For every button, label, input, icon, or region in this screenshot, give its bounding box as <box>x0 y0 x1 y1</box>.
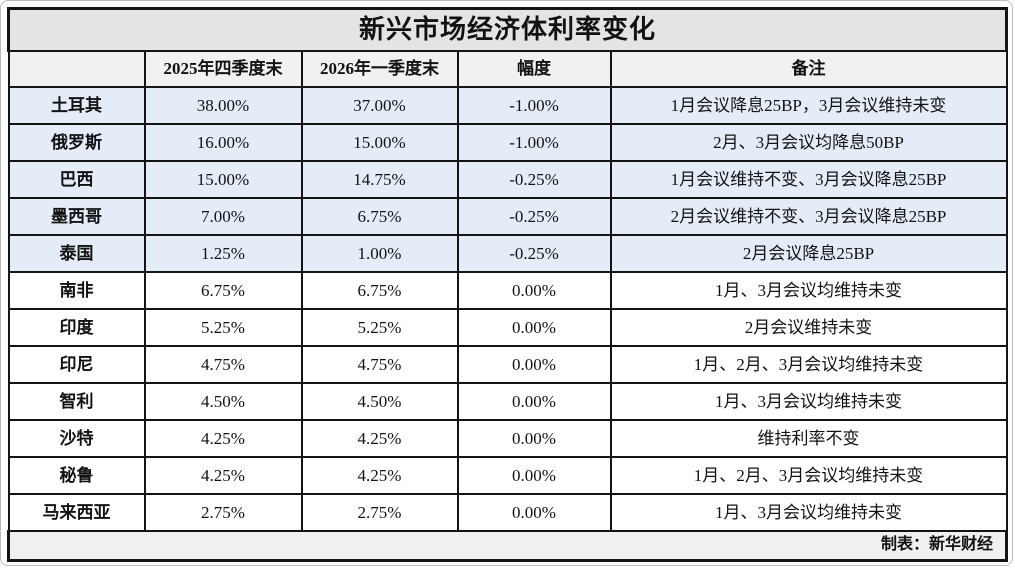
q4-2025-rate-cell: 4.75% <box>143 345 303 384</box>
country-cell: 智利 <box>7 382 146 421</box>
change-cell: -0.25% <box>456 197 612 236</box>
column-header-note: 备注 <box>609 50 1008 88</box>
table-header-row: 2025年四季度末 2026年一季度末 幅度 备注 <box>7 50 1008 88</box>
q4-2025-rate-cell: 5.25% <box>143 308 303 347</box>
country-cell: 泰国 <box>7 234 146 273</box>
column-header-country <box>7 50 146 88</box>
table-row: 印度 5.25% 5.25% 0.00% 2月会议维持未变 <box>7 308 1008 347</box>
country-cell: 秘鲁 <box>7 456 146 495</box>
country-cell: 土耳其 <box>7 86 146 125</box>
q4-2025-rate-cell: 2.75% <box>143 493 303 532</box>
q4-2025-rate-cell: 7.00% <box>143 197 303 236</box>
q4-2025-rate-cell: 4.25% <box>143 456 303 495</box>
table-row: 巴西 15.00% 14.75% -0.25% 1月会议维持不变、3月会议降息2… <box>7 160 1008 199</box>
country-cell: 巴西 <box>7 160 146 199</box>
page-title: 新兴市场经济体利率变化 <box>7 7 1008 52</box>
note-cell: 1月会议维持不变、3月会议降息25BP <box>609 160 1008 199</box>
note-cell: 1月、2月、3月会议均维持未变 <box>609 456 1008 495</box>
note-cell: 1月、3月会议均维持未变 <box>609 271 1008 310</box>
q1-2026-rate-cell: 14.75% <box>300 160 459 199</box>
change-cell: -0.25% <box>456 234 612 273</box>
q1-2026-rate-cell: 4.25% <box>300 456 459 495</box>
note-cell: 1月、2月、3月会议均维持未变 <box>609 345 1008 384</box>
table-row: 土耳其 38.00% 37.00% -1.00% 1月会议降息25BP，3月会议… <box>7 86 1008 125</box>
note-cell: 2月会议维持不变、3月会议降息25BP <box>609 197 1008 236</box>
note-cell: 1月会议降息25BP，3月会议维持未变 <box>609 86 1008 125</box>
q4-2025-rate-cell: 4.50% <box>143 382 303 421</box>
q1-2026-rate-cell: 37.00% <box>300 86 459 125</box>
note-cell: 1月、3月会议均维持未变 <box>609 493 1008 532</box>
country-cell: 墨西哥 <box>7 197 146 236</box>
rates-table: 新兴市场经济体利率变化 2025年四季度末 2026年一季度末 幅度 备注 土耳… <box>7 7 1008 562</box>
table-row: 智利 4.50% 4.50% 0.00% 1月、3月会议均维持未变 <box>7 382 1008 421</box>
change-cell: 0.00% <box>456 493 612 532</box>
country-cell: 印度 <box>7 308 146 347</box>
q4-2025-rate-cell: 38.00% <box>143 86 303 125</box>
change-cell: -1.00% <box>456 86 612 125</box>
table-row: 印尼 4.75% 4.75% 0.00% 1月、2月、3月会议均维持未变 <box>7 345 1008 384</box>
q4-2025-rate-cell: 1.25% <box>143 234 303 273</box>
column-header-change: 幅度 <box>456 50 612 88</box>
q1-2026-rate-cell: 4.50% <box>300 382 459 421</box>
q1-2026-rate-cell: 6.75% <box>300 271 459 310</box>
q4-2025-rate-cell: 4.25% <box>143 419 303 458</box>
q1-2026-rate-cell: 4.25% <box>300 419 459 458</box>
q1-2026-rate-cell: 4.75% <box>300 345 459 384</box>
q1-2026-rate-cell: 2.75% <box>300 493 459 532</box>
table-row: 沙特 4.25% 4.25% 0.00% 维持利率不变 <box>7 419 1008 458</box>
note-cell: 1月、3月会议均维持未变 <box>609 382 1008 421</box>
q1-2026-rate-cell: 6.75% <box>300 197 459 236</box>
table-title-row: 新兴市场经济体利率变化 <box>7 7 1008 52</box>
table-row: 南非 6.75% 6.75% 0.00% 1月、3月会议均维持未变 <box>7 271 1008 310</box>
country-cell: 马来西亚 <box>7 493 146 532</box>
note-cell: 2月会议维持未变 <box>609 308 1008 347</box>
q4-2025-rate-cell: 16.00% <box>143 123 303 162</box>
table-row: 秘鲁 4.25% 4.25% 0.00% 1月、2月、3月会议均维持未变 <box>7 456 1008 495</box>
table-row: 马来西亚 2.75% 2.75% 0.00% 1月、3月会议均维持未变 <box>7 493 1008 532</box>
column-header-q1-2026: 2026年一季度末 <box>300 50 459 88</box>
q1-2026-rate-cell: 1.00% <box>300 234 459 273</box>
change-cell: -0.25% <box>456 160 612 199</box>
note-cell: 维持利率不变 <box>609 419 1008 458</box>
change-cell: 0.00% <box>456 419 612 458</box>
country-cell: 俄罗斯 <box>7 123 146 162</box>
q4-2025-rate-cell: 15.00% <box>143 160 303 199</box>
q4-2025-rate-cell: 6.75% <box>143 271 303 310</box>
change-cell: -1.00% <box>456 123 612 162</box>
table-footer-row: 制表：新华财经 <box>7 530 1008 562</box>
change-cell: 0.00% <box>456 271 612 310</box>
table-row: 俄罗斯 16.00% 15.00% -1.00% 2月、3月会议均降息50BP <box>7 123 1008 162</box>
credit-label: 制表：新华财经 <box>7 530 1008 562</box>
column-header-q4-2025: 2025年四季度末 <box>143 50 303 88</box>
note-cell: 2月会议降息25BP <box>609 234 1008 273</box>
change-cell: 0.00% <box>456 345 612 384</box>
table-row: 泰国 1.25% 1.00% -0.25% 2月会议降息25BP <box>7 234 1008 273</box>
change-cell: 0.00% <box>456 308 612 347</box>
q1-2026-rate-cell: 15.00% <box>300 123 459 162</box>
table-row: 墨西哥 7.00% 6.75% -0.25% 2月会议维持不变、3月会议降息25… <box>7 197 1008 236</box>
q1-2026-rate-cell: 5.25% <box>300 308 459 347</box>
country-cell: 印尼 <box>7 345 146 384</box>
change-cell: 0.00% <box>456 382 612 421</box>
country-cell: 南非 <box>7 271 146 310</box>
country-cell: 沙特 <box>7 419 146 458</box>
note-cell: 2月、3月会议均降息50BP <box>609 123 1008 162</box>
change-cell: 0.00% <box>456 456 612 495</box>
